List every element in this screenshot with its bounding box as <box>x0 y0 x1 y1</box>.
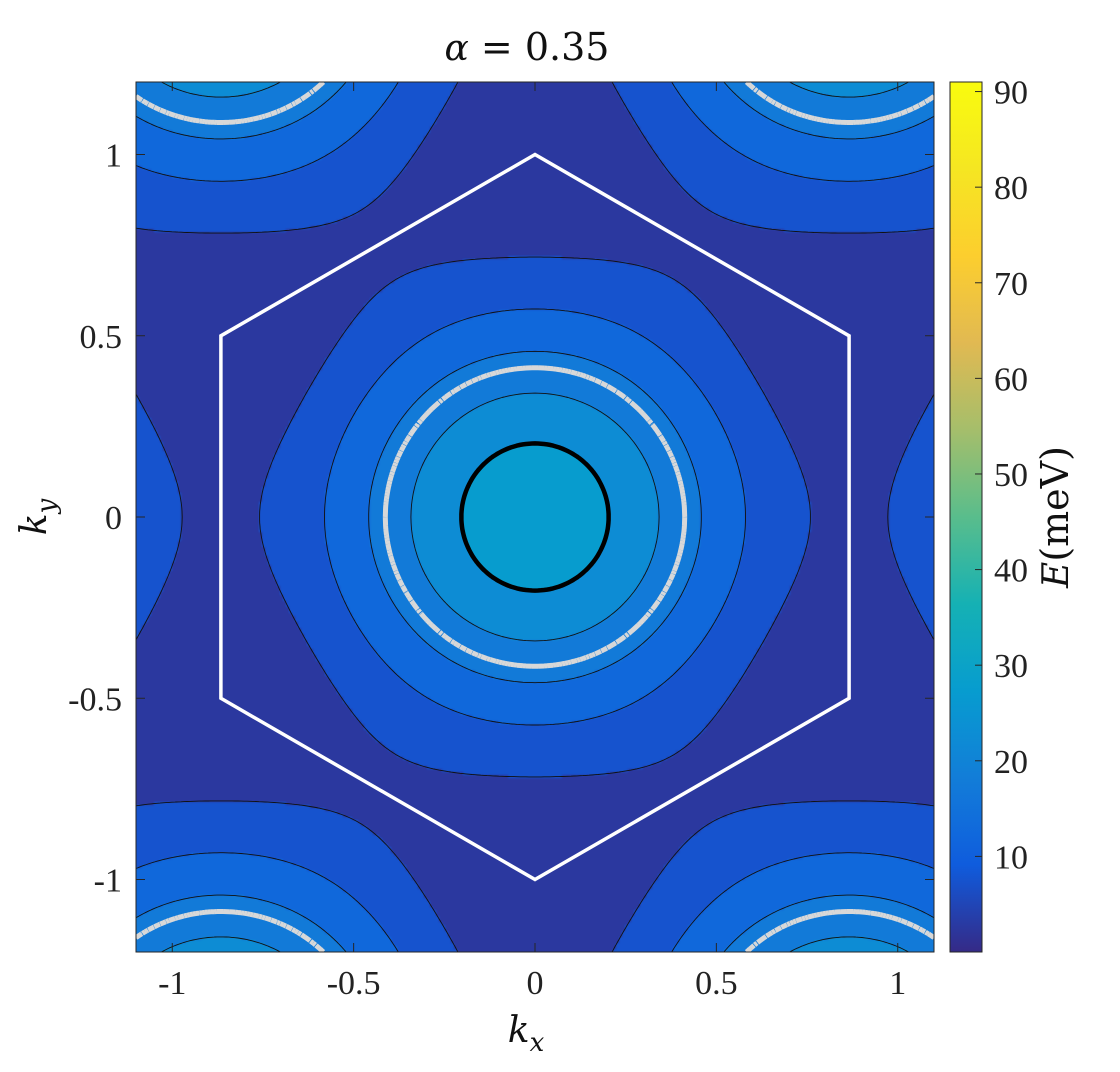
plot-area <box>135 81 935 953</box>
y-tick-label: 1 <box>105 138 122 175</box>
colorbar-bar <box>949 81 983 953</box>
colorbar-tick-label: 60 <box>994 361 1028 398</box>
colorbar-tick-label: 30 <box>994 648 1028 685</box>
y-tick-label: -0.5 <box>68 681 122 718</box>
x-tick-label: 0.5 <box>695 965 738 1002</box>
thick-contour-line <box>459 441 611 593</box>
x-tick-label: 0 <box>527 965 544 1002</box>
colorbar-tick-label: 80 <box>994 170 1028 207</box>
x-tick-label: -1 <box>158 965 186 1002</box>
contour-line-15-mev <box>136 82 934 952</box>
colorbar-tick-label: 50 <box>994 457 1028 494</box>
y-tick-label: -1 <box>94 863 122 900</box>
y-axis-label: ky <box>14 498 62 535</box>
y-tick-label: 0 <box>105 500 122 537</box>
dotted-contour-line <box>136 82 934 952</box>
overlay-lines <box>136 82 934 952</box>
colorbar: 10 20 30 40 50 60 70 80 90 E(meV) <box>949 75 1077 953</box>
energy-colormap-image <box>136 82 934 952</box>
contour-line-10-mev <box>136 82 934 952</box>
colorbar-tick-label: 40 <box>994 553 1028 590</box>
x-axis-label: kx <box>508 1010 545 1058</box>
colorbar-tick-label: 70 <box>994 266 1028 303</box>
colorbar-label: E(meV) <box>1033 446 1077 589</box>
colorbar-ticks: 10 20 30 40 50 60 70 80 90 <box>975 75 1028 876</box>
contour-line-5-mev <box>136 82 934 952</box>
colorbar-tick-label: 20 <box>994 744 1028 781</box>
chart-title: α = 0.35 <box>445 25 610 69</box>
x-tick-label: 1 <box>889 965 906 1002</box>
y-axis-ticks: 1 0.5 0 -0.5 -1 <box>68 138 934 900</box>
colorbar-tick-label: 10 <box>994 839 1028 876</box>
x-tick-label: -0.5 <box>327 965 381 1002</box>
energy-heatmap <box>136 82 934 952</box>
y-tick-label: 0.5 <box>80 319 123 356</box>
x-axis-ticks: -1 -0.5 0 0.5 1 <box>158 82 906 1002</box>
colorbar-tick-label: 90 <box>994 75 1028 112</box>
brillouin-zone-hexagon <box>219 152 851 882</box>
